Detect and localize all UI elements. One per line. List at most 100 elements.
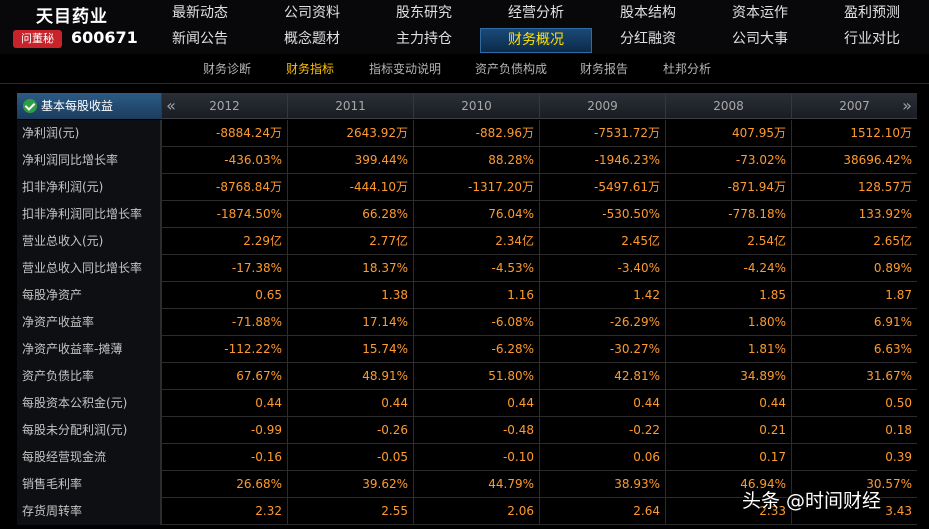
table-cell: -73.02% <box>665 147 791 174</box>
table-row[interactable]: 净资产收益率 -71.88% 17.14% -6.08% -26.29% 1.80% 6.9… <box>17 309 917 336</box>
table-row[interactable]: 扣非净利润同比增长率 -1874.50% 66.28% 76.04% -530.50% -… <box>17 201 917 228</box>
table-cell: -8768.84万 <box>161 174 287 201</box>
table-cell: 0.44 <box>539 390 665 417</box>
ask-secretary-button[interactable]: 问董秘 <box>13 30 62 48</box>
table-cell: 3.43 <box>791 498 917 525</box>
table-row[interactable]: 每股未分配利润(元) -0.99 -0.26 -0.48 -0.22 0.21 0.18 <box>17 417 917 444</box>
nav-item[interactable]: 分红融资 <box>620 31 676 47</box>
table-cell: 88.28% <box>413 147 539 174</box>
nav-item[interactable]: 资本运作 <box>732 5 788 21</box>
table-cell: 0.18 <box>791 417 917 444</box>
subnav-item[interactable]: 资产负债构成 <box>475 62 548 76</box>
table-row[interactable]: 存货周转率 2.32 2.55 2.06 2.64 2.33 3.43 <box>17 498 917 525</box>
table-cell: 0.44 <box>413 390 539 417</box>
table-cell: -5497.61万 <box>539 174 665 201</box>
row-label: 每股未分配利润(元) <box>17 417 161 444</box>
table-cell: 38.93% <box>539 471 665 498</box>
table-cell: -0.16 <box>161 444 287 471</box>
app-header: 天目药业 问董秘 600671 最新动态 公司资料 股东研究 经营分析 股本结构 资本运作… <box>0 0 929 54</box>
table-cell: -0.10 <box>413 444 539 471</box>
table-cell: 67.67% <box>161 363 287 390</box>
stock-code: 600671 <box>71 28 138 47</box>
nav-item[interactable]: 股东研究 <box>396 5 452 21</box>
nav-item[interactable]: 新闻公告 <box>172 31 228 47</box>
table-cell: -6.28% <box>413 336 539 363</box>
table-row[interactable]: 每股经营现金流 -0.16 -0.05 -0.10 0.06 0.17 0.39 <box>17 444 917 471</box>
year-header: 2010 <box>413 93 539 119</box>
table-cell: 0.21 <box>665 417 791 444</box>
nav-item[interactable]: 财务概况 <box>480 28 592 53</box>
table-cell: 17.14% <box>287 309 413 336</box>
table-cell: 2.29亿 <box>161 228 287 255</box>
subnav-item[interactable]: 财务诊断 <box>203 62 252 76</box>
table-cell: 2643.92万 <box>287 120 413 147</box>
subnav-item[interactable]: 财务指标 <box>286 62 335 76</box>
table-cell: 39.62% <box>287 471 413 498</box>
table-cell: 2.55 <box>287 498 413 525</box>
table-row[interactable]: 净利润(元) -8884.24万 2643.92万 -882.96万 -7531.72万… <box>17 120 917 147</box>
subnav-item[interactable]: 指标变动说明 <box>369 62 442 76</box>
table-cell: 2.45亿 <box>539 228 665 255</box>
section-title: 基本每股收益 <box>41 99 114 113</box>
nav-item[interactable]: 主力持仓 <box>396 31 452 47</box>
table-cell: -8884.24万 <box>161 120 287 147</box>
table-cell: 1.85 <box>665 282 791 309</box>
table-cell: -0.05 <box>287 444 413 471</box>
nav-item[interactable]: 经营分析 <box>508 5 564 21</box>
table-cell: 51.80% <box>413 363 539 390</box>
table-cell: 15.74% <box>287 336 413 363</box>
row-label: 净利润同比增长率 <box>17 147 161 174</box>
row-label: 净资产收益率 <box>17 309 161 336</box>
table-row[interactable]: 营业总收入同比增长率 -17.38% 18.37% -4.53% -3.40% -4.24… <box>17 255 917 282</box>
table-cell: -530.50% <box>539 201 665 228</box>
row-label: 销售毛利率 <box>17 471 161 498</box>
table-cell: -0.99 <box>161 417 287 444</box>
nav-item[interactable]: 股本结构 <box>620 5 676 21</box>
double-chevron-left-icon[interactable]: « <box>166 96 176 115</box>
table-cell: -1946.23% <box>539 147 665 174</box>
section-header[interactable]: 基本每股收益 <box>17 93 161 119</box>
row-label: 净利润(元) <box>17 120 161 147</box>
table-cell: -26.29% <box>539 309 665 336</box>
row-label: 每股资本公积金(元) <box>17 390 161 417</box>
table-cell: 76.04% <box>413 201 539 228</box>
table-cell: -436.03% <box>161 147 287 174</box>
nav-row-2: 新闻公告 概念题材 主力持仓 财务概况 分红融资 公司大事 行业对比 <box>144 28 929 53</box>
table-row[interactable]: 销售毛利率 26.68% 39.62% 44.79% 38.93% 46.94% 30.57… <box>17 471 917 498</box>
table-row[interactable]: 营业总收入(元) 2.29亿 2.77亿 2.34亿 2.45亿 2.54亿 2.65亿 <box>17 228 917 255</box>
table-cell: -6.08% <box>413 309 539 336</box>
table-cell: 128.57万 <box>791 174 917 201</box>
nav-item[interactable]: 公司资料 <box>284 5 340 21</box>
table-cell: -871.94万 <box>665 174 791 201</box>
double-chevron-right-icon[interactable]: » <box>902 96 912 115</box>
subnav-item[interactable]: 杜邦分析 <box>663 62 712 76</box>
table-cell: 0.89% <box>791 255 917 282</box>
row-label: 每股净资产 <box>17 282 161 309</box>
year-header: 2007 <box>791 93 917 119</box>
table-header: 基本每股收益 « 2012 2011 2010 2009 2008 2007 » <box>17 93 917 119</box>
table-cell: 1.80% <box>665 309 791 336</box>
row-label: 扣非净利润同比增长率 <box>17 201 161 228</box>
subnav-item[interactable]: 财务报告 <box>580 62 629 76</box>
table-cell: -0.48 <box>413 417 539 444</box>
table-row[interactable]: 每股净资产 0.65 1.38 1.16 1.42 1.85 1.87 <box>17 282 917 309</box>
table-row[interactable]: 净利润同比增长率 -436.03% 399.44% 88.28% -1946.23% -7… <box>17 147 917 174</box>
nav-item[interactable]: 盈利预测 <box>844 5 900 21</box>
table-cell: 0.44 <box>665 390 791 417</box>
nav-item[interactable]: 公司大事 <box>732 31 788 47</box>
table-cell: 46.94% <box>665 471 791 498</box>
row-label: 营业总收入同比增长率 <box>17 255 161 282</box>
table-cell: -3.40% <box>539 255 665 282</box>
table-cell: -7531.72万 <box>539 120 665 147</box>
table-row[interactable]: 资产负债比率 67.67% 48.91% 51.80% 42.81% 34.89% 31.6… <box>17 363 917 390</box>
check-circle-icon <box>23 99 37 113</box>
stock-name: 天目药业 <box>36 7 108 27</box>
table-row[interactable]: 扣非净利润(元) -8768.84万 -444.10万 -1317.20万 -5497.… <box>17 174 917 201</box>
table-row[interactable]: 每股资本公积金(元) 0.44 0.44 0.44 0.44 0.44 0.50 <box>17 390 917 417</box>
nav-item[interactable]: 最新动态 <box>172 5 228 21</box>
nav-item[interactable]: 概念题材 <box>284 31 340 47</box>
table-cell: 6.91% <box>791 309 917 336</box>
table-row[interactable]: 净资产收益率-摊薄 -112.22% 15.74% -6.28% -30.27% 1.81… <box>17 336 917 363</box>
table-cell: 1.81% <box>665 336 791 363</box>
nav-item[interactable]: 行业对比 <box>844 31 900 47</box>
